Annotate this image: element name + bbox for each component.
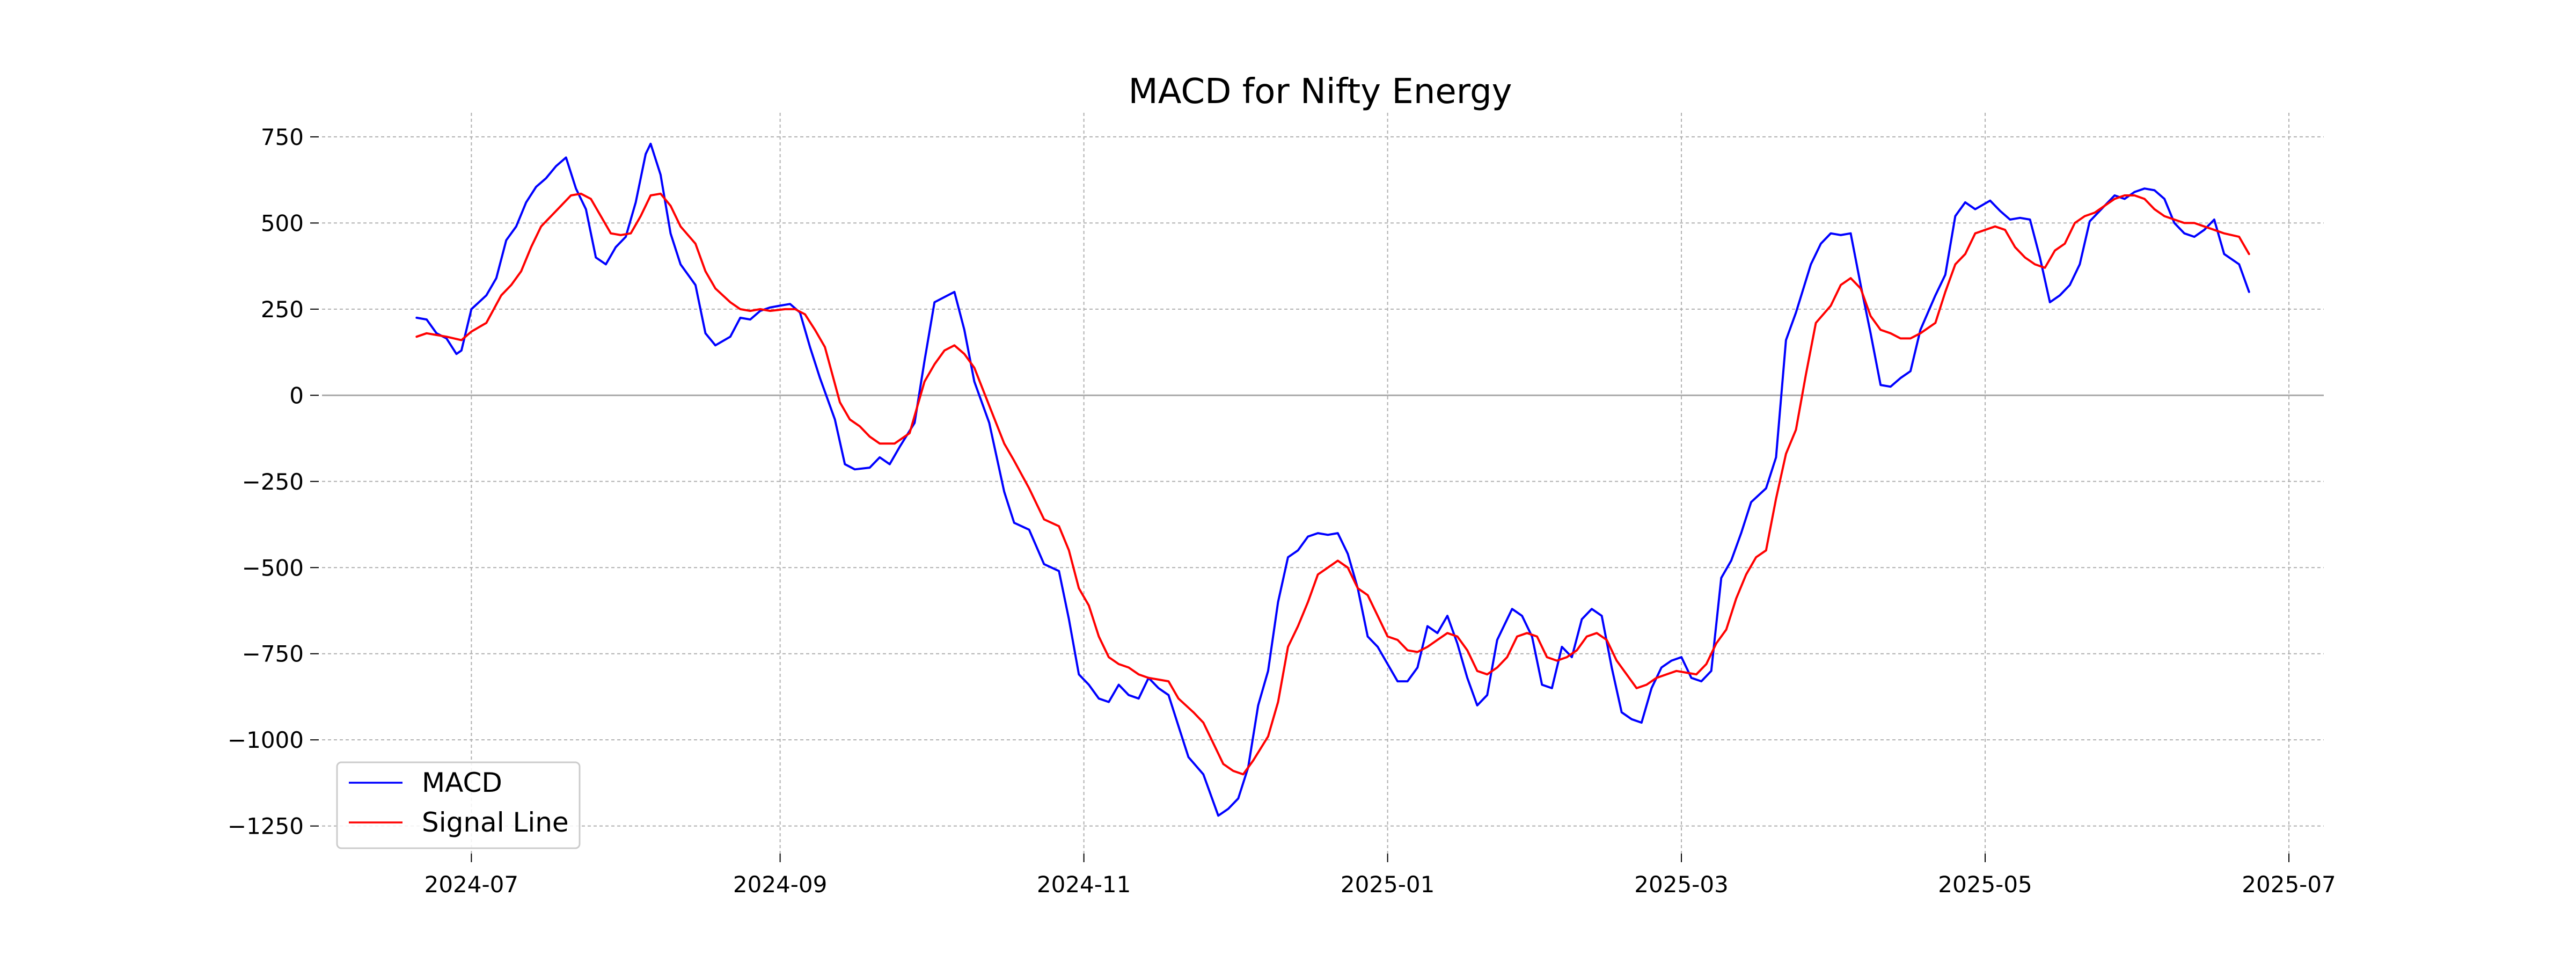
- y-tick-label: −500: [242, 555, 304, 581]
- y-tick-label: −750: [242, 641, 304, 667]
- x-tick-label: 2025-01: [1341, 871, 1435, 898]
- x-tick-label: 2024-07: [425, 871, 519, 898]
- legend-label-macd: MACD: [422, 767, 502, 798]
- ticks-layer: 750 500 250 0 −250 −500 −750 −1000 −1250 2024-07 2…: [228, 124, 2336, 898]
- grid-layer: [322, 113, 2324, 854]
- y-tick-label: −250: [242, 469, 304, 495]
- series-line-macd: [415, 142, 2250, 817]
- series-layer: [415, 142, 2250, 817]
- y-tick-label: 250: [261, 296, 304, 323]
- legend-box: [336, 761, 581, 849]
- y-tick-label: −1250: [228, 813, 304, 840]
- legend: MACD Signal Line: [336, 761, 581, 849]
- x-tick-label: 2024-11: [1037, 871, 1131, 898]
- x-tick-label: 2025-05: [1938, 871, 2032, 898]
- chart-title: MACD for Nifty Energy: [1129, 72, 1512, 112]
- y-tick-label: 750: [261, 124, 304, 150]
- legend-label-signal-line: Signal Line: [422, 807, 569, 838]
- y-tick-label: 0: [289, 382, 304, 409]
- y-tick-label: 500: [261, 210, 304, 236]
- x-tick-label: 2024-09: [733, 871, 828, 898]
- x-tick-label: 2025-03: [1634, 871, 1729, 898]
- y-tick-label: −1000: [228, 727, 304, 753]
- series-line-signal-line: [415, 192, 2250, 776]
- x-tick-label: 2025-07: [2242, 871, 2336, 898]
